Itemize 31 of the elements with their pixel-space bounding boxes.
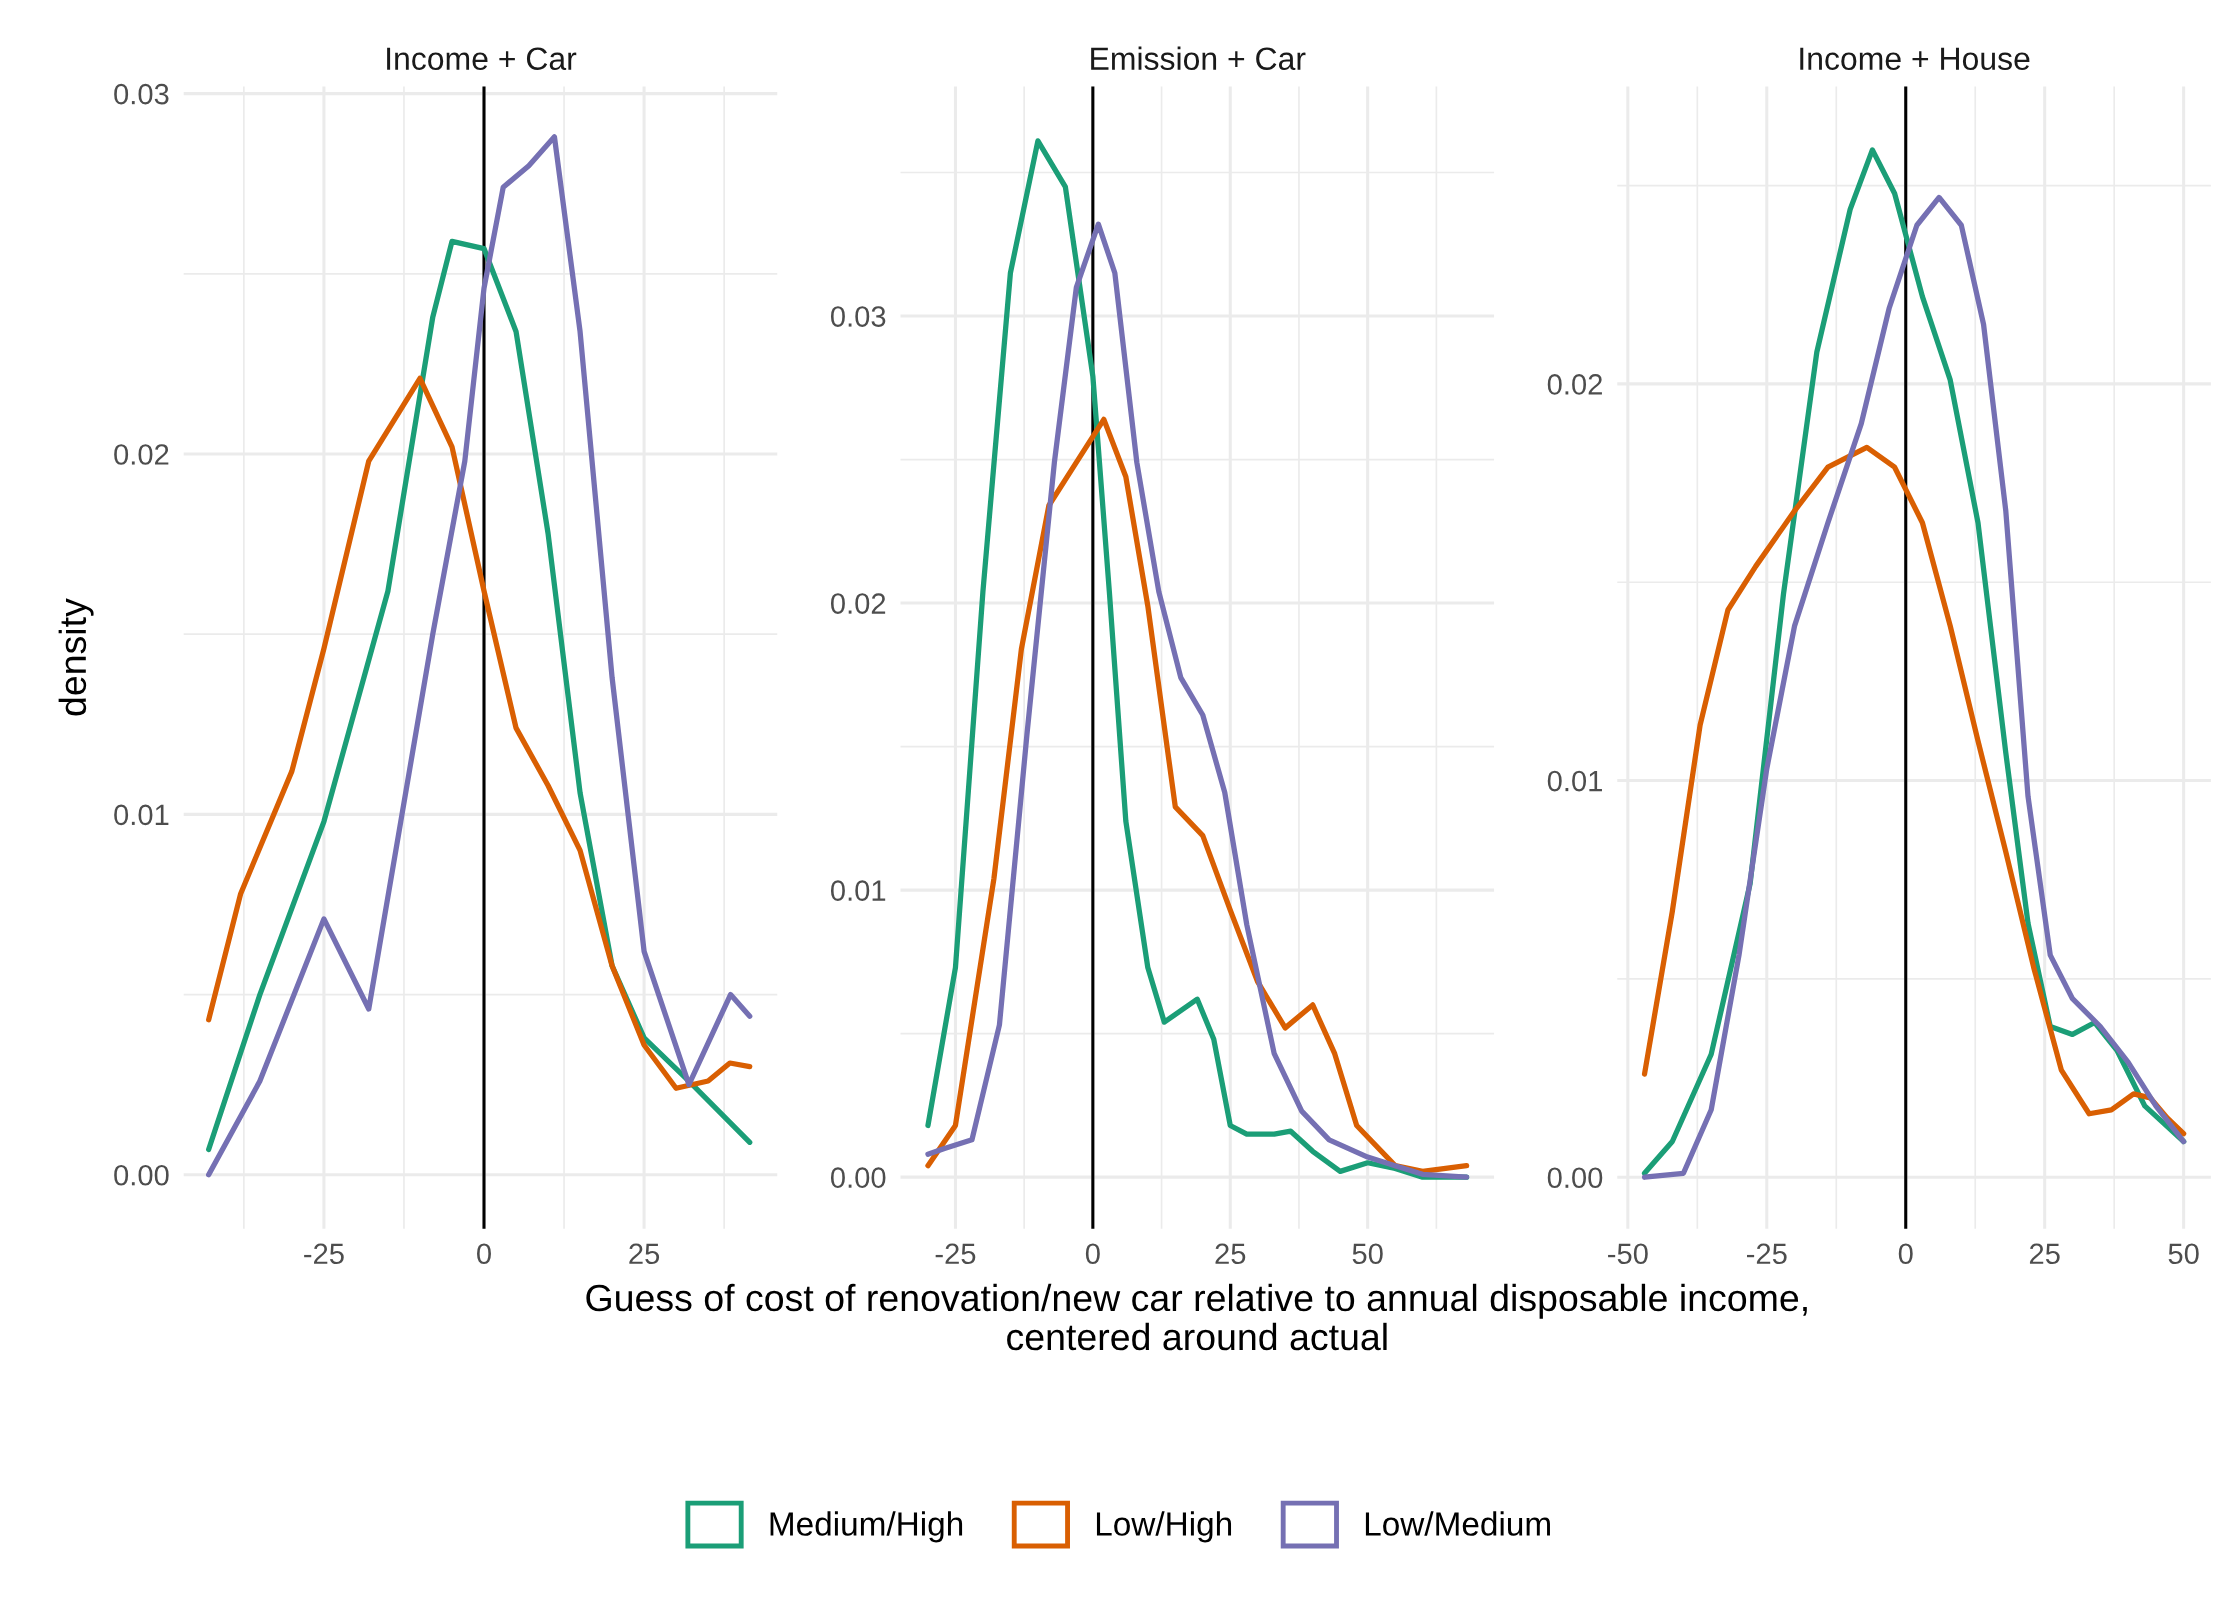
y-tick-label: 0.03	[114, 83, 169, 105]
chart-title: Income + Car	[387, 47, 577, 71]
legend-label: Medium/High	[770, 1511, 963, 1543]
y-tick-label: 0.00	[114, 1164, 169, 1186]
y-tick-label: 0.02	[830, 593, 886, 614]
y-tick-label: 0.01	[830, 880, 886, 901]
chart-title: Income + House	[1800, 47, 2030, 71]
x-tick-label: -25	[1747, 1243, 1787, 1265]
y-tick-label: 0.03	[830, 306, 886, 327]
y-tick-label: 0.01	[114, 804, 169, 826]
x-tick-label: 0	[1898, 1243, 1913, 1265]
y-tick-label: 0.02	[114, 444, 169, 465]
x-tick-label: 0	[1085, 1243, 1100, 1265]
x-tick-label: 0	[477, 1243, 491, 1265]
chart-title: Emission + Car	[1091, 46, 1306, 71]
legend-label: Low/High	[1096, 1511, 1232, 1543]
y-tick-label: 0.02	[1547, 374, 1602, 395]
x-tick-label: 25	[1215, 1243, 1246, 1265]
x-tick-label: 25	[2029, 1243, 2060, 1265]
legend-label: Low/Medium	[1365, 1511, 1550, 1536]
y-tick-label: 0.01	[1547, 770, 1602, 792]
y-axis-title: density	[58, 598, 94, 716]
x-tick-label: -25	[304, 1243, 344, 1265]
x-tick-label: -50	[1608, 1243, 1648, 1265]
x-tick-label: 50	[2168, 1243, 2199, 1265]
x-tick-label: 50	[1352, 1243, 1383, 1265]
y-tick-label: 0.00	[1547, 1167, 1603, 1189]
x-tick-label: -25	[935, 1243, 976, 1265]
x-axis-title: Guess of cost of renovation/new car relative to annual disposable income, centered around actual	[586, 1283, 1807, 1351]
x-tick-label: 25	[629, 1243, 660, 1265]
y-tick-label: 0.00	[830, 1167, 886, 1188]
